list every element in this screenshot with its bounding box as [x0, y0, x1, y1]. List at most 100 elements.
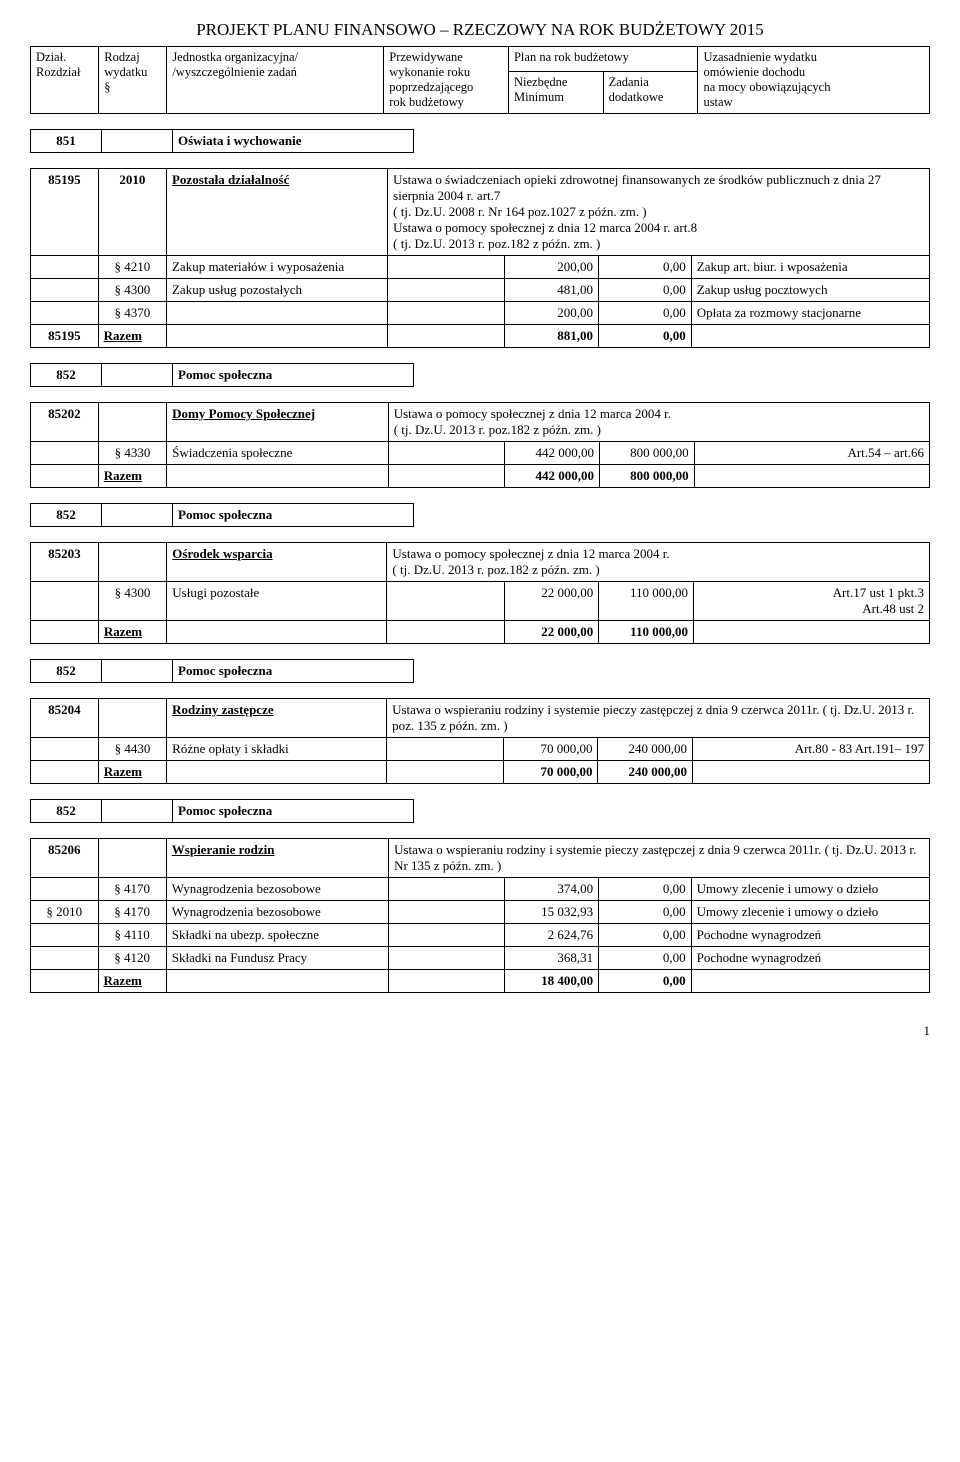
sum-val: 442 000,00: [505, 465, 600, 488]
table-row-sum: Razem 18 400,00 0,00: [31, 970, 930, 993]
sec-852c: 852 Pomoc społeczna: [30, 659, 930, 683]
table-row-sum: 85195 Razem 881,00 0,00: [31, 325, 930, 348]
val: 368,31: [504, 947, 598, 970]
sum-val: 22 000,00: [504, 621, 599, 644]
desc: Wynagrodzenia bezosobowe: [166, 901, 388, 924]
table-row: § 4110 Składki na ubezp. społeczne 2 624…: [31, 924, 930, 947]
val: 442 000,00: [505, 442, 600, 465]
sum-val: 800 000,00: [600, 465, 695, 488]
val: 22 000,00: [504, 582, 599, 621]
uzas: Opłata za rozmowy stacjonarne: [691, 302, 929, 325]
rozdzial: 85203: [31, 543, 99, 582]
sec-code: 852: [31, 364, 102, 387]
val: 374,00: [504, 878, 598, 901]
tbl-85195: 85195 2010 Pozostała działalność Ustawa …: [30, 168, 930, 348]
sum-val: 240 000,00: [598, 761, 693, 784]
val: 0,00: [598, 279, 691, 302]
rozdzial: 85202: [31, 403, 99, 442]
uzas: Pochodne wynagrodzeń: [691, 947, 929, 970]
page-title: PROJEKT PLANU FINANSOWO – RZECZOWY NA RO…: [30, 20, 930, 40]
sum-val: 110 000,00: [599, 621, 694, 644]
ustawa: Ustawa o wspieraniu rodziny i systemie p…: [389, 839, 930, 878]
table-row-sum: Razem 442 000,00 800 000,00: [31, 465, 930, 488]
sum-label: Razem: [98, 465, 166, 488]
ustawa: Ustawa o wspieraniu rodziny i systemie p…: [387, 699, 930, 738]
uzas: Pochodne wynagrodzeń: [691, 924, 929, 947]
desc: Zakup materiałów i wyposażenia: [166, 256, 387, 279]
val: 240 000,00: [598, 738, 693, 761]
table-row-sum: Razem 70 000,00 240 000,00: [31, 761, 930, 784]
sec851-code: 851: [31, 130, 102, 153]
uzas: Zakup art. biur. i wposażenia: [691, 256, 929, 279]
sum-val: 0,00: [599, 970, 692, 993]
val: 0,00: [599, 947, 692, 970]
table-row: § 4120 Składki na Fundusz Pracy 368,31 0…: [31, 947, 930, 970]
sec-title: Pomoc społeczna: [173, 800, 414, 823]
header-table: Dział.Rozdział Rodzajwydatku§ Jednostka …: [30, 46, 930, 114]
page-number: 1: [30, 1023, 930, 1039]
rozdzial: 85204: [31, 699, 99, 738]
val: 15 032,93: [504, 901, 598, 924]
uzas: Art.17 ust 1 pkt.3Art.48 ust 2: [693, 582, 929, 621]
hdr-niez: NiezbędneMinimum: [508, 71, 603, 113]
sec-code: 852: [31, 660, 102, 683]
desc: Składki na ubezp. społeczne: [166, 924, 388, 947]
hdr-dzial: Dział.Rozdział: [31, 47, 99, 114]
tbl-85204: 85204 Rodziny zastępcze Ustawa o wspiera…: [30, 698, 930, 784]
jednostka: Wspieranie rodzin: [166, 839, 388, 878]
desc: Świadczenia społeczne: [167, 442, 389, 465]
r85195-rodzaj: 2010: [98, 169, 166, 256]
jednostka: Rodziny zastępcze: [167, 699, 387, 738]
par: § 4120: [98, 947, 166, 970]
desc: Usługi pozostałe: [167, 582, 387, 621]
rodzaj2: § 2010: [31, 901, 99, 924]
uzas: Art.80 - 83 Art.191– 197: [693, 738, 930, 761]
desc: Zakup usług pozostałych: [166, 279, 387, 302]
table-row: § 4210 Zakup materiałów i wyposażenia 20…: [31, 256, 930, 279]
tbl-85206: 85206 Wspieranie rodzin Ustawa o wspiera…: [30, 838, 930, 993]
hdr-jednostka: Jednostka organizacyjna//wyszczególnieni…: [167, 47, 384, 114]
uzas: Zakup usług pocztowych: [691, 279, 929, 302]
table-row: § 4300 Zakup usług pozostałych 481,00 0,…: [31, 279, 930, 302]
desc: Wynagrodzenia bezosobowe: [166, 878, 388, 901]
sec-852d: 852 Pomoc społeczna: [30, 799, 930, 823]
blank: [102, 130, 173, 153]
table-row: § 4430 Różne opłaty i składki 70 000,00 …: [31, 738, 930, 761]
sum-label: Razem: [98, 761, 166, 784]
sec-852a: 852 Pomoc społeczna: [30, 363, 930, 387]
sec-title: Pomoc społeczna: [173, 504, 414, 527]
sum-val: 70 000,00: [503, 761, 598, 784]
par: § 4370: [98, 302, 166, 325]
val: 0,00: [599, 924, 692, 947]
sum-rozdzial: 85195: [31, 325, 99, 348]
hdr-plan: Plan na rok budżetowy: [508, 47, 697, 72]
rozdzial: 85206: [31, 839, 99, 878]
par: § 4110: [98, 924, 166, 947]
tbl-85202: 85202 Domy Pomocy Społecznej Ustawa o po…: [30, 402, 930, 488]
par: § 4300: [98, 582, 166, 621]
hdr-rodzaj: Rodzajwydatku§: [99, 47, 167, 114]
val: 800 000,00: [600, 442, 695, 465]
r85195-rozdzial: 85195: [31, 169, 99, 256]
sum-val: 0,00: [598, 325, 691, 348]
sec-852b: 852 Pomoc społeczna: [30, 503, 930, 527]
val: 200,00: [504, 256, 598, 279]
table-row: § 4370 200,00 0,00 Opłata za rozmowy sta…: [31, 302, 930, 325]
desc: Składki na Fundusz Pracy: [166, 947, 388, 970]
par: § 4330: [98, 442, 166, 465]
sum-val: 18 400,00: [504, 970, 598, 993]
sec-851: 851 Oświata i wychowanie: [30, 129, 930, 153]
val: 0,00: [598, 256, 691, 279]
tbl-85203: 85203 Ośrodek wsparcia Ustawa o pomocy s…: [30, 542, 930, 644]
sum-val: 881,00: [504, 325, 598, 348]
sum-label: Razem: [98, 325, 166, 348]
val: 0,00: [599, 878, 692, 901]
sec851-title: Oświata i wychowanie: [173, 130, 414, 153]
sum-label: Razem: [98, 970, 166, 993]
desc: [166, 302, 387, 325]
par: § 4170: [98, 901, 166, 924]
r85195-ustawa: Ustawa o świadczeniach opieki zdrowotnej…: [388, 169, 930, 256]
val: 200,00: [504, 302, 598, 325]
jednostka: Ośrodek wsparcia: [167, 543, 387, 582]
sec-title: Pomoc społeczna: [173, 364, 414, 387]
